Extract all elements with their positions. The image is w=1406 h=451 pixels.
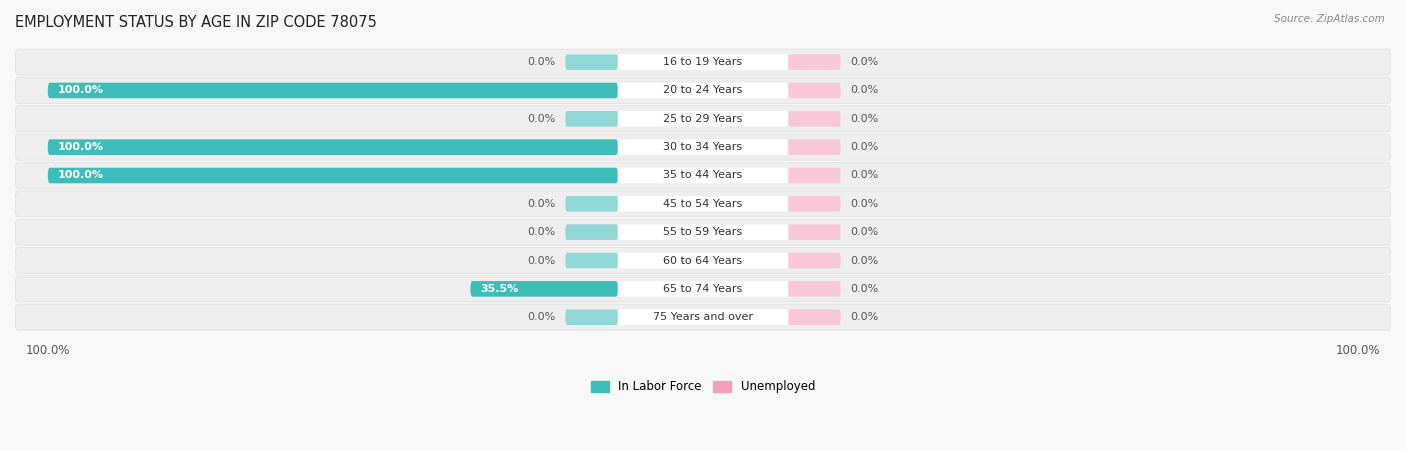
Text: 65 to 74 Years: 65 to 74 Years [664,284,742,294]
FancyBboxPatch shape [789,225,841,240]
Text: Source: ZipAtlas.com: Source: ZipAtlas.com [1274,14,1385,23]
Text: 100.0%: 100.0% [58,86,104,96]
FancyBboxPatch shape [617,196,789,212]
Text: 25 to 29 Years: 25 to 29 Years [664,114,742,124]
Text: EMPLOYMENT STATUS BY AGE IN ZIP CODE 78075: EMPLOYMENT STATUS BY AGE IN ZIP CODE 780… [15,15,377,30]
FancyBboxPatch shape [617,253,789,268]
Text: 0.0%: 0.0% [527,199,555,209]
FancyBboxPatch shape [15,304,1391,330]
FancyBboxPatch shape [789,253,841,268]
Text: 0.0%: 0.0% [851,256,879,266]
Text: 0.0%: 0.0% [527,57,555,67]
FancyBboxPatch shape [617,225,789,240]
FancyBboxPatch shape [789,281,841,297]
Text: 0.0%: 0.0% [851,114,879,124]
Text: 0.0%: 0.0% [851,199,879,209]
FancyBboxPatch shape [15,276,1391,302]
FancyBboxPatch shape [617,111,789,127]
FancyBboxPatch shape [617,83,789,98]
Text: 100.0%: 100.0% [58,170,104,180]
Text: 75 Years and over: 75 Years and over [652,312,754,322]
FancyBboxPatch shape [565,111,617,127]
Text: 35.5%: 35.5% [481,284,519,294]
FancyBboxPatch shape [15,162,1391,189]
Text: 100.0%: 100.0% [58,142,104,152]
FancyBboxPatch shape [789,55,841,70]
Text: 0.0%: 0.0% [527,256,555,266]
FancyBboxPatch shape [15,191,1391,217]
FancyBboxPatch shape [565,309,617,325]
FancyBboxPatch shape [617,139,789,155]
FancyBboxPatch shape [565,55,617,70]
FancyBboxPatch shape [15,219,1391,245]
Text: 45 to 54 Years: 45 to 54 Years [664,199,742,209]
FancyBboxPatch shape [789,196,841,212]
Text: 0.0%: 0.0% [851,284,879,294]
FancyBboxPatch shape [48,139,617,155]
FancyBboxPatch shape [617,281,789,297]
FancyBboxPatch shape [617,55,789,70]
Text: 16 to 19 Years: 16 to 19 Years [664,57,742,67]
Legend: In Labor Force, Unemployed: In Labor Force, Unemployed [586,376,820,398]
FancyBboxPatch shape [15,78,1391,104]
FancyBboxPatch shape [15,49,1391,75]
FancyBboxPatch shape [789,111,841,127]
FancyBboxPatch shape [48,83,617,98]
Text: 0.0%: 0.0% [851,57,879,67]
Text: 0.0%: 0.0% [851,86,879,96]
FancyBboxPatch shape [565,253,617,268]
Text: 20 to 24 Years: 20 to 24 Years [664,86,742,96]
Text: 0.0%: 0.0% [851,142,879,152]
Text: 0.0%: 0.0% [527,312,555,322]
Text: 30 to 34 Years: 30 to 34 Years [664,142,742,152]
Text: 0.0%: 0.0% [851,312,879,322]
FancyBboxPatch shape [15,248,1391,274]
FancyBboxPatch shape [617,168,789,183]
FancyBboxPatch shape [789,168,841,183]
FancyBboxPatch shape [15,106,1391,132]
FancyBboxPatch shape [617,309,789,325]
FancyBboxPatch shape [789,139,841,155]
Text: 60 to 64 Years: 60 to 64 Years [664,256,742,266]
Text: 0.0%: 0.0% [851,227,879,237]
FancyBboxPatch shape [789,83,841,98]
FancyBboxPatch shape [48,168,617,183]
Text: 0.0%: 0.0% [851,170,879,180]
FancyBboxPatch shape [565,196,617,212]
FancyBboxPatch shape [15,134,1391,160]
Text: 0.0%: 0.0% [527,227,555,237]
Text: 0.0%: 0.0% [527,114,555,124]
FancyBboxPatch shape [471,281,617,297]
FancyBboxPatch shape [789,309,841,325]
Text: 55 to 59 Years: 55 to 59 Years [664,227,742,237]
FancyBboxPatch shape [565,225,617,240]
Text: 35 to 44 Years: 35 to 44 Years [664,170,742,180]
